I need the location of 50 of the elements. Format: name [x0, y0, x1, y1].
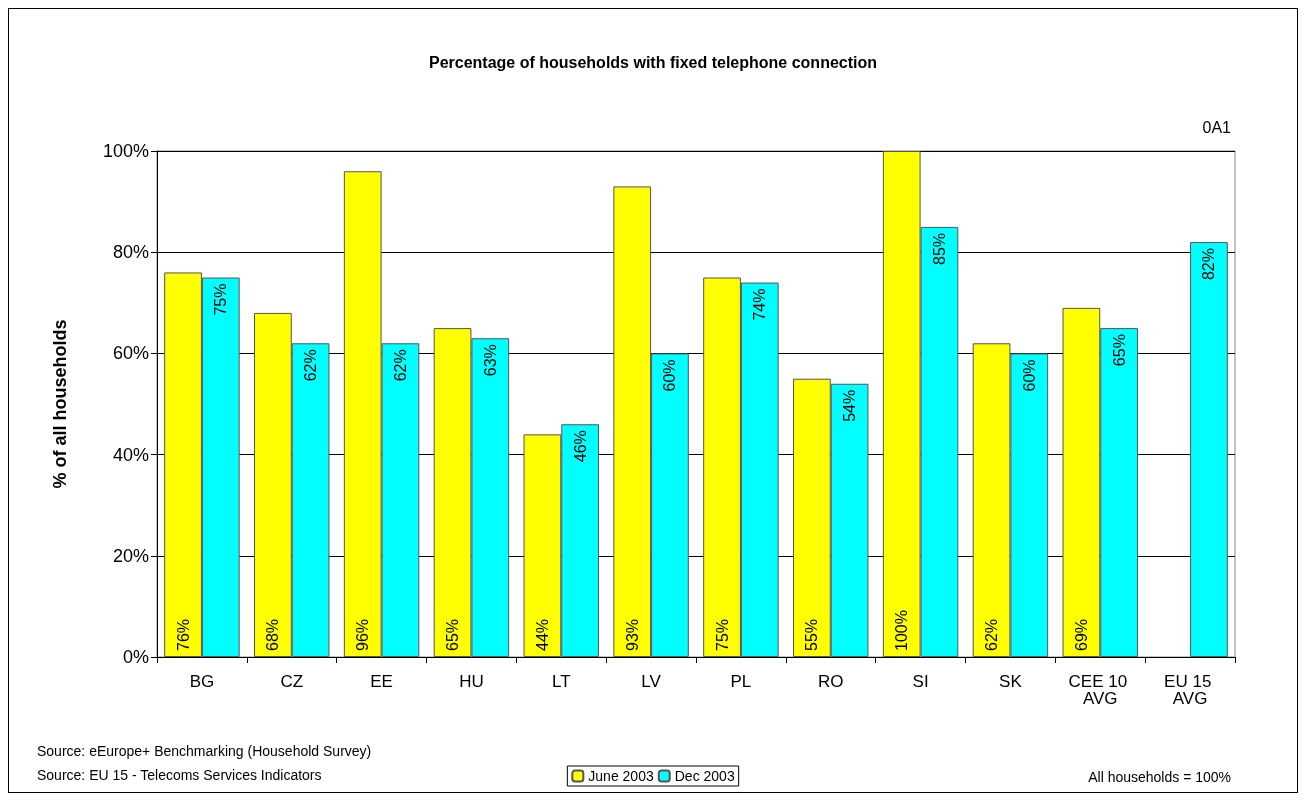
- data-label: 62%: [983, 618, 1001, 651]
- data-label: 65%: [444, 618, 462, 651]
- y-tick-label: 20%: [112, 545, 149, 566]
- data-label: 76%: [174, 618, 192, 651]
- x-tick-label: HU: [459, 672, 484, 691]
- x-tick-label: EE: [370, 672, 393, 691]
- legend-label: June 2003: [588, 768, 654, 784]
- y-axis-title: % of all households: [50, 319, 70, 489]
- y-tick-label: 80%: [112, 242, 149, 263]
- data-label: 93%: [623, 618, 641, 651]
- data-label: 96%: [354, 618, 372, 651]
- data-label: 55%: [803, 618, 821, 651]
- data-label: 60%: [1020, 359, 1038, 392]
- x-tick-label: LT: [551, 672, 571, 691]
- x-tick-label: RO: [818, 672, 844, 691]
- data-label: 44%: [533, 618, 551, 651]
- x-tick-label: CEE 10 AVG: [1068, 672, 1132, 708]
- legend-label: Dec 2003: [674, 768, 735, 784]
- y-tick-label: 60%: [112, 343, 149, 364]
- data-label: 100%: [893, 610, 911, 651]
- data-label: 69%: [1072, 618, 1090, 651]
- x-tick-label: EU 15 AVG: [1164, 672, 1217, 708]
- data-label: 74%: [751, 288, 769, 321]
- chart-title: Percentage of households with fixed telephone connection: [428, 53, 878, 71]
- y-tick-label: 40%: [112, 444, 149, 465]
- data-label: 68%: [264, 618, 282, 651]
- x-tick-label: LV: [641, 672, 662, 691]
- data-label: 82%: [1200, 248, 1218, 281]
- data-label: 54%: [841, 389, 859, 422]
- data-label: 63%: [481, 344, 499, 377]
- text: All households = 100%: [1088, 769, 1231, 785]
- x-tick-label: CZ: [280, 672, 304, 691]
- data-label: 60%: [661, 359, 679, 392]
- source-note: Source: EU 15 - Telecoms Services Indicators: [37, 767, 322, 783]
- x-tick-label: BG: [189, 672, 215, 691]
- x-tick-label: PL: [730, 672, 752, 691]
- data-label: 85%: [930, 232, 948, 265]
- y-tick-label: 0%: [122, 647, 149, 667]
- bar: [1190, 242, 1228, 657]
- x-tick-label: SI: [912, 672, 929, 691]
- data-label: 65%: [1110, 334, 1128, 367]
- x-tick-label: SK: [999, 672, 1023, 691]
- y-tick-label: 100%: [102, 141, 149, 161]
- data-label: 75%: [713, 618, 731, 651]
- data-label: 62%: [302, 349, 320, 382]
- data-label: 46%: [571, 430, 589, 463]
- data-label: 75%: [212, 283, 230, 316]
- data-label: 62%: [391, 349, 409, 382]
- text: 0A1: [1202, 118, 1232, 136]
- source-note: Source: eEurope+ Benchmarking (Household Survey): [37, 743, 372, 759]
